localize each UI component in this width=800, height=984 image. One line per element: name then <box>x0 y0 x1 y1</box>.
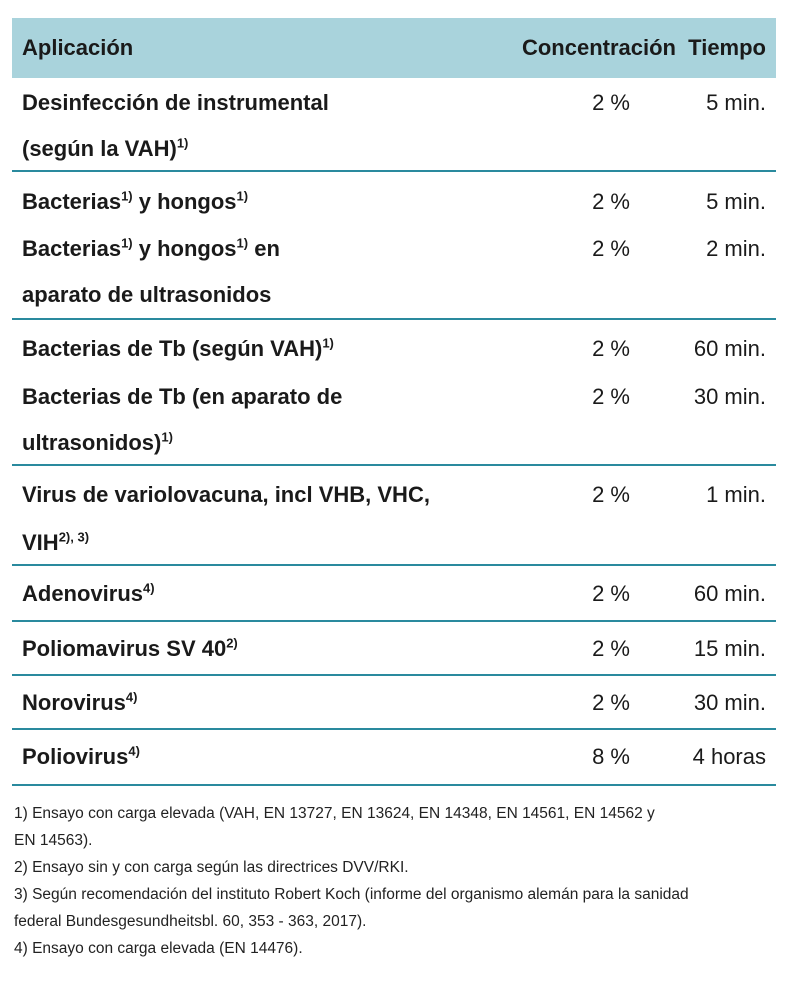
application-label: y hongos <box>132 189 237 214</box>
header-time: Tiempo <box>688 35 766 60</box>
footnote-ref: 1) <box>236 235 249 251</box>
time-value: 30 min. <box>693 690 766 715</box>
application-label: aparato de ultrasonidos <box>22 282 272 307</box>
application-label: Bacterias de Tb (en aparato de <box>22 384 343 409</box>
footnote-ref: 1) <box>236 188 249 204</box>
table-row: Desinfección de instrumental 2 % 5 min. … <box>12 80 776 172</box>
footnote-ref: 1) <box>121 188 133 204</box>
footnote-ref: 4) <box>125 689 138 705</box>
concentration-value: 2 % <box>592 690 630 715</box>
application-label: Adenovirus <box>22 581 144 606</box>
concentration-value: 2 % <box>592 581 630 606</box>
application-label: Poliovirus <box>22 744 129 769</box>
footnote-ref: 4) <box>128 743 140 759</box>
time-value: 1 min. <box>706 482 766 507</box>
footnote-text: federal Bundesgesundheitsbl. 60, 353 - 3… <box>14 913 367 930</box>
footnote-ref: 4) <box>143 580 155 596</box>
concentration-value: 2 % <box>592 336 630 361</box>
application-label: (según la VAH) <box>22 136 177 161</box>
table-row: Poliomavirus SV 402) 2 % 15 min. <box>12 622 776 676</box>
concentration-value: 2 % <box>592 236 630 261</box>
footnote-ref: 1) <box>322 335 334 351</box>
application-label: y hongos <box>132 236 237 261</box>
application-label: Poliomavirus SV 40 <box>22 636 227 661</box>
concentration-value: 2 % <box>592 90 630 115</box>
application-label: en <box>248 236 280 261</box>
concentration-value: 2 % <box>592 482 630 507</box>
footnote-ref: 1) <box>161 429 173 445</box>
footnotes: 1) Ensayo con carga elevada (VAH, EN 137… <box>14 800 774 962</box>
time-value: 60 min. <box>693 581 766 606</box>
footnote-text: EN 14563). <box>14 832 93 849</box>
application-label: Norovirus <box>22 690 126 715</box>
concentration-value: 2 % <box>592 636 630 661</box>
application-label: Virus de variolovacuna, incl VHB, VHC, <box>22 482 430 507</box>
application-label: Bacterias <box>22 236 122 261</box>
footnote-text: 3) Según recomendación del instituto Rob… <box>14 886 689 903</box>
disinfection-table: Aplicación Concentración Tiempo Desinfec… <box>12 18 776 786</box>
application-label: Bacterias <box>22 189 122 214</box>
footnote-text: 4) Ensayo con carga elevada (EN 14476). <box>14 940 303 957</box>
time-value: 4 horas <box>692 744 766 769</box>
table-row: Bacterias1) y hongos1) 2 % 5 min. Bacter… <box>12 172 776 320</box>
table-row: Adenovirus4) 2 % 60 min. <box>12 566 776 622</box>
table-row: Norovirus4) 2 % 30 min. <box>12 676 776 730</box>
table-row: Virus de variolovacuna, incl VHB, VHC, 2… <box>12 466 776 566</box>
time-value: 5 min. <box>706 90 766 115</box>
footnote-ref: 2), 3) <box>58 529 90 545</box>
footnote-ref: 1) <box>176 135 189 151</box>
concentration-value: 2 % <box>592 384 630 409</box>
time-value: 15 min. <box>693 636 766 661</box>
table-row: Poliovirus4) 8 % 4 horas <box>12 730 776 786</box>
footnote-text: 1) Ensayo con carga elevada (VAH, EN 137… <box>14 805 655 822</box>
footnote-text: 2) Ensayo sin y con carga según las dire… <box>14 859 409 876</box>
application-label: Bacterias de Tb (según VAH) <box>22 336 323 361</box>
time-value: 2 min. <box>706 236 766 261</box>
concentration-value: 8 % <box>592 744 630 769</box>
time-value: 5 min. <box>706 189 766 214</box>
application-label: VIH <box>22 530 59 555</box>
table-header: Aplicación Concentración Tiempo <box>12 18 776 78</box>
header-concentration: Concentración <box>521 35 676 60</box>
table-row: Bacterias de Tb (según VAH)1) 2 % 60 min… <box>12 320 776 466</box>
footnote-ref: 2) <box>226 635 238 651</box>
time-value: 30 min. <box>693 384 766 409</box>
concentration-value: 2 % <box>592 189 630 214</box>
application-label: ultrasonidos) <box>22 430 162 455</box>
footnote-ref: 1) <box>121 235 133 251</box>
time-value: 60 min. <box>693 336 766 361</box>
header-application: Aplicación <box>22 35 134 60</box>
application-label: Desinfección de instrumental <box>22 90 329 115</box>
